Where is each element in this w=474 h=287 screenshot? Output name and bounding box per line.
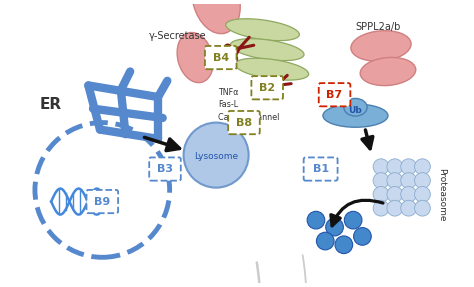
FancyBboxPatch shape	[319, 83, 350, 106]
Circle shape	[401, 159, 417, 174]
Circle shape	[373, 200, 389, 216]
Circle shape	[344, 211, 362, 229]
Circle shape	[307, 211, 325, 229]
Circle shape	[415, 187, 430, 202]
FancyBboxPatch shape	[304, 158, 337, 181]
Ellipse shape	[360, 57, 416, 86]
Ellipse shape	[226, 19, 300, 41]
Text: B2: B2	[259, 83, 275, 93]
Circle shape	[387, 173, 403, 189]
Circle shape	[401, 173, 417, 189]
Text: B7: B7	[327, 90, 343, 100]
Ellipse shape	[344, 98, 367, 116]
Circle shape	[401, 187, 417, 202]
Text: B3: B3	[157, 164, 173, 174]
Ellipse shape	[192, 0, 240, 34]
FancyBboxPatch shape	[205, 46, 237, 69]
Text: B4: B4	[213, 53, 229, 63]
Circle shape	[335, 236, 353, 254]
Text: B8: B8	[236, 118, 252, 128]
Circle shape	[387, 200, 403, 216]
Text: B1: B1	[312, 164, 328, 174]
Ellipse shape	[235, 58, 309, 80]
FancyBboxPatch shape	[251, 76, 283, 99]
Circle shape	[326, 218, 343, 236]
Text: Lysosome: Lysosome	[194, 152, 238, 161]
FancyBboxPatch shape	[228, 111, 260, 134]
Ellipse shape	[230, 39, 304, 61]
Circle shape	[183, 123, 248, 188]
Text: ER: ER	[39, 97, 62, 112]
FancyBboxPatch shape	[149, 158, 181, 181]
Circle shape	[401, 200, 417, 216]
Circle shape	[387, 159, 403, 174]
Circle shape	[415, 200, 430, 216]
Ellipse shape	[177, 32, 213, 83]
FancyBboxPatch shape	[86, 190, 118, 213]
Ellipse shape	[351, 31, 411, 61]
Text: SPPL2a/b: SPPL2a/b	[356, 22, 401, 32]
Circle shape	[415, 173, 430, 189]
Circle shape	[354, 228, 371, 245]
Circle shape	[317, 232, 334, 250]
Circle shape	[373, 159, 389, 174]
Circle shape	[373, 187, 389, 202]
Text: B9: B9	[94, 197, 110, 207]
Circle shape	[373, 173, 389, 189]
Circle shape	[415, 159, 430, 174]
Ellipse shape	[323, 104, 388, 127]
Text: Proteasome: Proteasome	[437, 168, 446, 221]
Text: TNFα
Fas-L
Cation Channel: TNFα Fas-L Cation Channel	[219, 88, 280, 122]
Text: Ub: Ub	[348, 106, 362, 115]
Text: γ-Secretase: γ-Secretase	[149, 31, 206, 41]
Circle shape	[387, 187, 403, 202]
